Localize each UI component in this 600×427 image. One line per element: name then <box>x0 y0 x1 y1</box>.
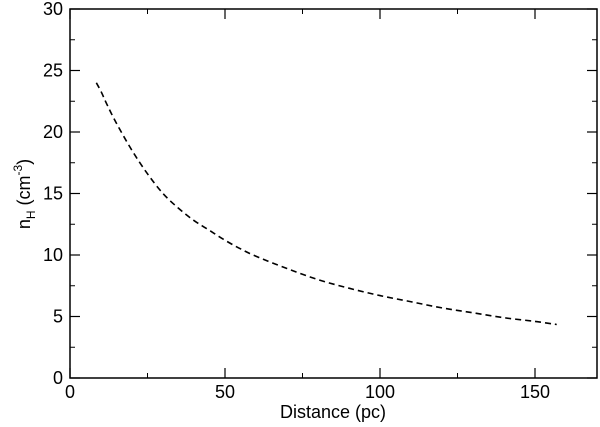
y-tick-label: 25 <box>43 61 63 81</box>
plot-area-frame <box>69 8 598 379</box>
minor-ticks <box>70 9 597 378</box>
x-tick-label: 50 <box>215 382 235 402</box>
y-tick-label: 0 <box>53 368 63 388</box>
x-tick-label: 150 <box>520 382 550 402</box>
y-tick-labels: 0 5 10 15 20 25 30 <box>43 0 63 388</box>
y-tick-label: 30 <box>43 0 63 19</box>
major-ticks <box>69 8 597 379</box>
x-tick-labels: 0 50 100 150 <box>65 382 550 402</box>
series-line <box>95 82 557 326</box>
x-axis-label: Distance (pc) <box>280 402 386 422</box>
x-tick-label: 0 <box>65 382 75 402</box>
y-tick-label: 20 <box>43 122 63 142</box>
y-axis-label: nH (cm-3) <box>11 159 38 229</box>
y-tick-label: 10 <box>43 245 63 265</box>
y-tick-label: 15 <box>43 184 63 204</box>
y-tick-label: 5 <box>53 307 63 327</box>
x-tick-label: 100 <box>365 382 395 402</box>
